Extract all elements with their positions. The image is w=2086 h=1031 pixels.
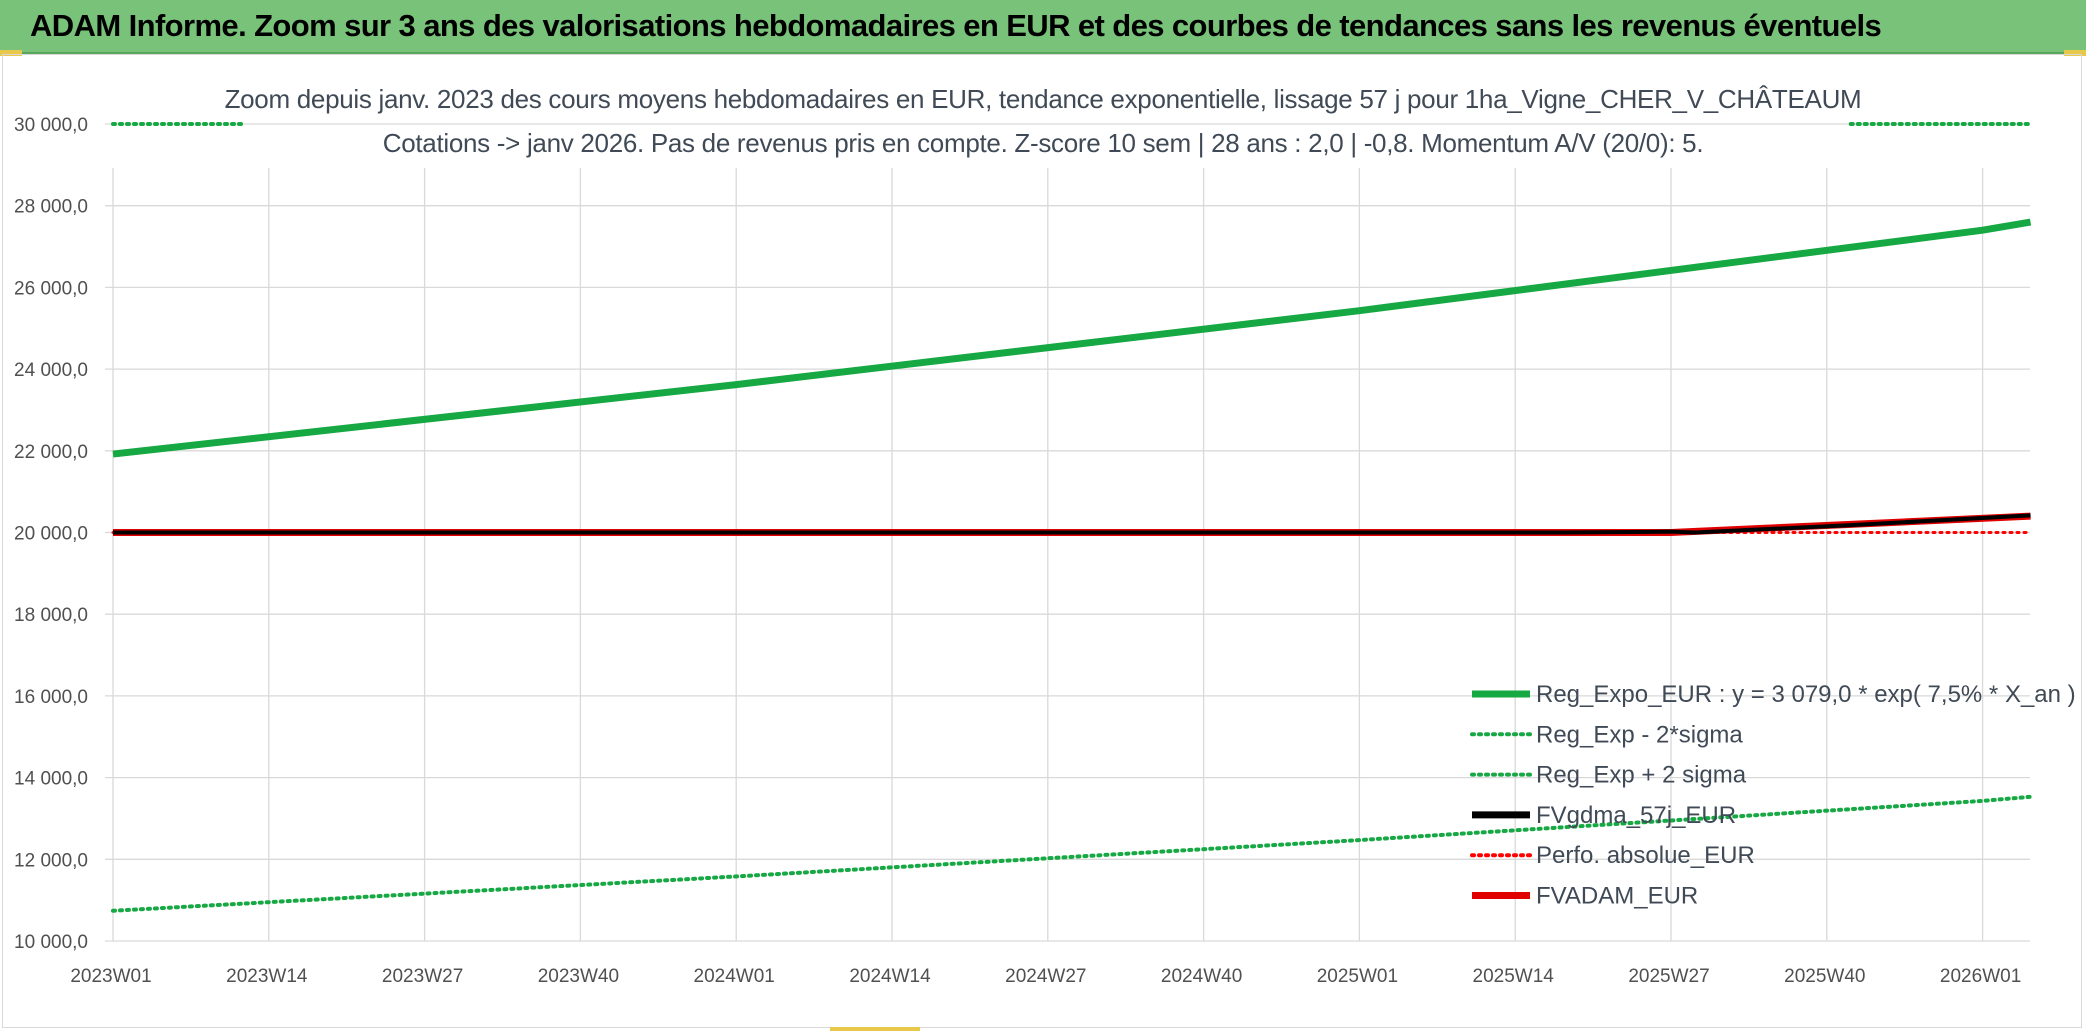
y-axis-ticks: 10 000,0 12 000,0 14 000,0 16 000,0 18 000,0… — [14, 115, 88, 953]
legend-label-5: FVADAM_EUR — [1536, 883, 1698, 910]
x-tick-label: 2023W01 — [70, 966, 151, 987]
y-tick-label: 10 000,0 — [14, 932, 88, 953]
accent-mark-bottom — [830, 1027, 920, 1031]
x-tick-label: 2023W14 — [226, 966, 308, 987]
legend-label-4: Perfo. absolue_EUR — [1536, 842, 1755, 869]
y-tick-label: 12 000,0 — [14, 850, 88, 871]
y-tick-label: 22 000,0 — [14, 442, 88, 463]
accent-mark-right — [2064, 50, 2086, 56]
x-tick-label: 2024W14 — [849, 966, 931, 987]
x-tick-label: 2023W40 — [538, 966, 619, 987]
legend-label-2: Reg_Exp + 2 sigma — [1536, 762, 1747, 789]
x-tick-label: 2026W01 — [1940, 966, 2021, 987]
x-tick-label: 2024W40 — [1161, 966, 1242, 987]
legend-label-0: Reg_Expo_EUR : y = 3 079,0 * exp( 7,5% *… — [1536, 681, 2076, 708]
legend-label-1: Reg_Exp - 2*sigma — [1536, 721, 1743, 748]
y-tick-label: 26 000,0 — [14, 278, 88, 299]
x-tick-label: 2024W27 — [1005, 966, 1086, 987]
x-tick-label: 2025W14 — [1473, 966, 1555, 987]
y-tick-label: 14 000,0 — [14, 769, 88, 790]
series-line-0 — [112, 218, 2032, 458]
x-axis-ticks: 2023W01 2023W14 2023W27 2023W40 2024W01 2024W… — [70, 966, 2021, 987]
y-tick-label: 20 000,0 — [14, 524, 88, 545]
x-tick-label: 2025W01 — [1317, 966, 1398, 987]
y-tick-label: 30 000,0 — [14, 115, 88, 136]
y-tick-label: 16 000,0 — [14, 687, 88, 708]
x-tick-label: 2025W40 — [1784, 966, 1865, 987]
series-line-3 — [113, 513, 2031, 535]
chart-title-line-1: Zoom depuis janv. 2023 des cours moyens … — [224, 84, 1862, 114]
report-banner: ADAM Informe. Zoom sur 3 ans des valoris… — [0, 0, 2086, 54]
y-tick-label: 18 000,0 — [14, 605, 88, 626]
legend: Reg_Expo_EUR : y = 3 079,0 * exp( 7,5% *… — [1470, 681, 2076, 910]
y-tick-label: 24 000,0 — [14, 360, 88, 381]
chart-frame — [2, 54, 2082, 1028]
accent-mark-left — [0, 50, 22, 56]
x-tick-label: 2025W27 — [1628, 966, 1709, 987]
series-line-1 — [111, 794, 2033, 913]
chart-title-line-2: Cotations -> janv 2026. Pas de revenus p… — [382, 128, 1704, 158]
x-tick-label: 2024W01 — [694, 966, 775, 987]
x-tick-label: 2023W27 — [382, 966, 463, 987]
series-lines — [111, 122, 2033, 913]
report-title: ADAM Informe. Zoom sur 3 ans des valoris… — [30, 8, 1882, 43]
y-tick-label: 28 000,0 — [14, 197, 88, 218]
legend-label-3: FVgdma_57j_EUR — [1536, 802, 1736, 829]
